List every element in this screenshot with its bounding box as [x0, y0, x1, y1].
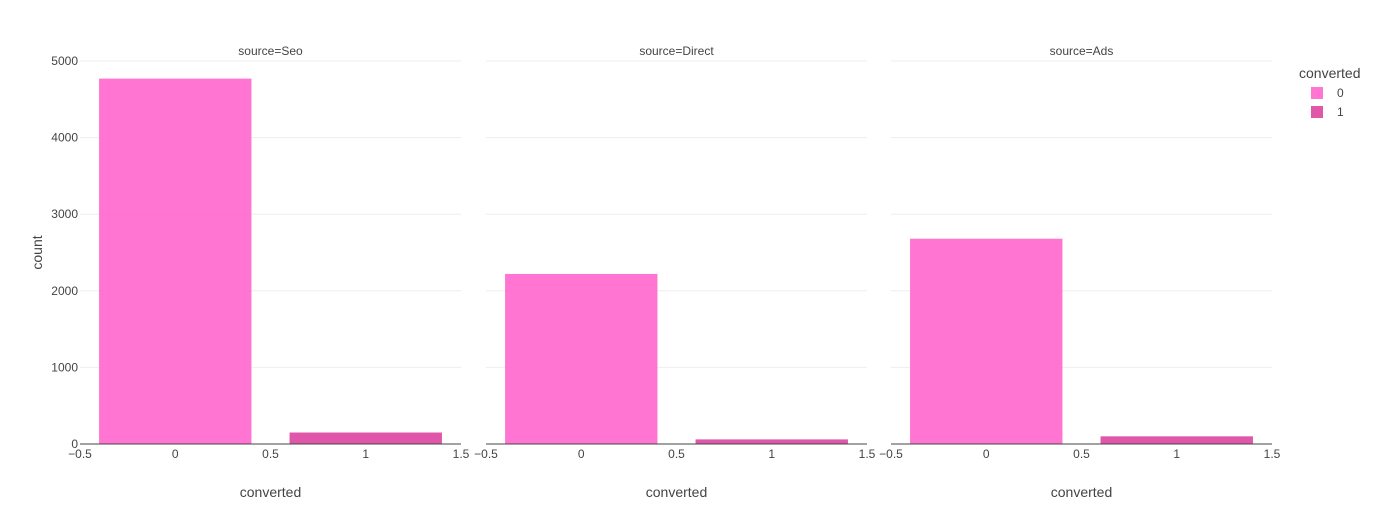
y-tick-label: 4000	[51, 131, 78, 145]
x-tick-label: 0.5	[262, 447, 279, 461]
facet-panel: −0.5 0 0.5 1 1.5 source=Ads converted	[879, 44, 1281, 500]
x-tick-label: 0	[172, 447, 179, 461]
x-tick-label: 1.5	[453, 447, 470, 461]
y-tick-label: 1000	[51, 360, 78, 374]
x-axis-title: converted	[240, 484, 301, 500]
facet-title: source=Ads	[1050, 44, 1114, 58]
bar-converted-0	[505, 273, 658, 444]
x-tick-label: 0	[578, 447, 585, 461]
facet-title: source=Direct	[639, 44, 714, 58]
bar-converted-1	[695, 439, 848, 444]
x-axis-title: converted	[646, 484, 707, 500]
bar-converted-1	[289, 432, 442, 444]
legend-label: 1	[1337, 105, 1344, 119]
y-axis: count 0 1000 2000 3000 4000 5000	[29, 54, 78, 451]
x-tick-label: 0	[983, 447, 990, 461]
x-axis-title: converted	[1051, 484, 1112, 500]
x-tick-label: 0.5	[668, 447, 685, 461]
legend-swatch	[1311, 106, 1323, 118]
y-tick-label: 3000	[51, 207, 78, 221]
legend-label: 0	[1337, 86, 1344, 100]
bar-converted-0	[910, 238, 1063, 444]
x-tick-label: −0.5	[879, 447, 903, 461]
bar-converted-0	[99, 78, 252, 445]
y-axis-title: count	[29, 235, 45, 269]
y-tick-label: 2000	[51, 284, 78, 298]
x-tick-label: 1	[768, 447, 775, 461]
x-tick-label: 0.5	[1073, 447, 1090, 461]
x-tick-label: 1.5	[859, 447, 876, 461]
facet-panel: −0.5 0 0.5 1 1.5 source=Direct converted	[474, 44, 876, 500]
bar-converted-1	[1100, 436, 1253, 444]
x-tick-label: 1	[1173, 447, 1180, 461]
y-tick-label: 0	[71, 437, 78, 451]
facet-title: source=Seo	[238, 44, 303, 58]
legend: converted 0 1	[1299, 65, 1360, 119]
x-tick-label: 1.5	[1264, 447, 1281, 461]
x-tick-label: 1	[362, 447, 369, 461]
y-tick-label: 5000	[51, 54, 78, 68]
legend-swatch	[1311, 87, 1323, 99]
x-tick-label: −0.5	[474, 447, 498, 461]
legend-title: converted	[1299, 65, 1360, 81]
x-tick-label: −0.5	[68, 447, 92, 461]
